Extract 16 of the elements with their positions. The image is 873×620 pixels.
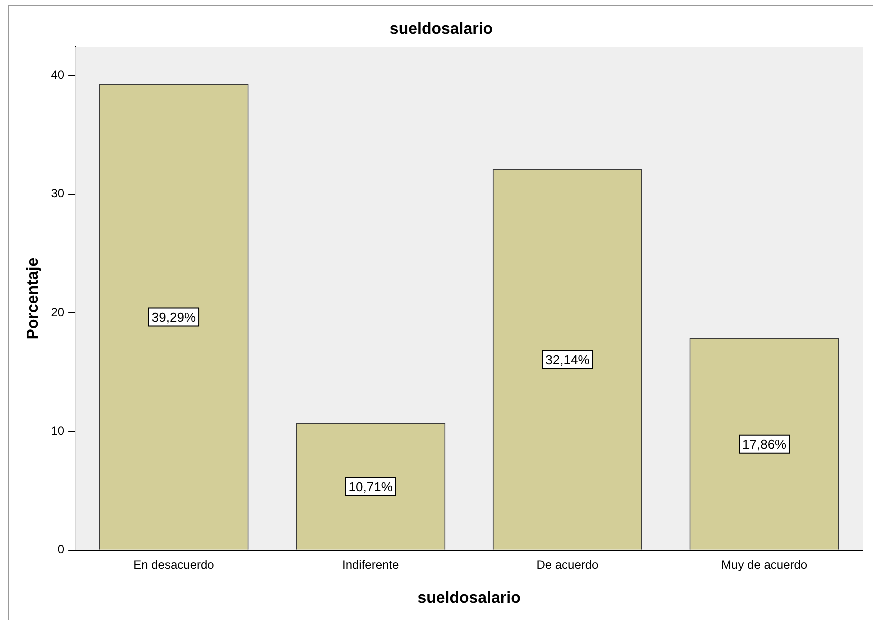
y-tick-label: 30 bbox=[51, 186, 65, 201]
y-tick-label: 0 bbox=[58, 542, 65, 557]
x-axis-title: sueldosalario bbox=[418, 590, 522, 607]
x-tick-label: De acuerdo bbox=[536, 558, 600, 572]
data-label: 17,86% bbox=[742, 437, 788, 452]
x-tick-label: En desacuerdo bbox=[134, 558, 215, 572]
chart-title: sueldosalario bbox=[390, 21, 494, 38]
y-tick-label: 10 bbox=[51, 424, 65, 438]
y-tick-label: 40 bbox=[51, 68, 65, 82]
y-axis-title: Porcentaje bbox=[25, 258, 42, 340]
data-label: 39,29% bbox=[152, 310, 196, 325]
data-label: 32,14% bbox=[546, 352, 590, 368]
data-label: 10,71% bbox=[348, 479, 394, 494]
x-tick-label: Indiferente bbox=[342, 558, 400, 572]
x-tick-label: Muy de acuerdo bbox=[722, 558, 808, 572]
y-tick-label: 20 bbox=[51, 305, 65, 320]
